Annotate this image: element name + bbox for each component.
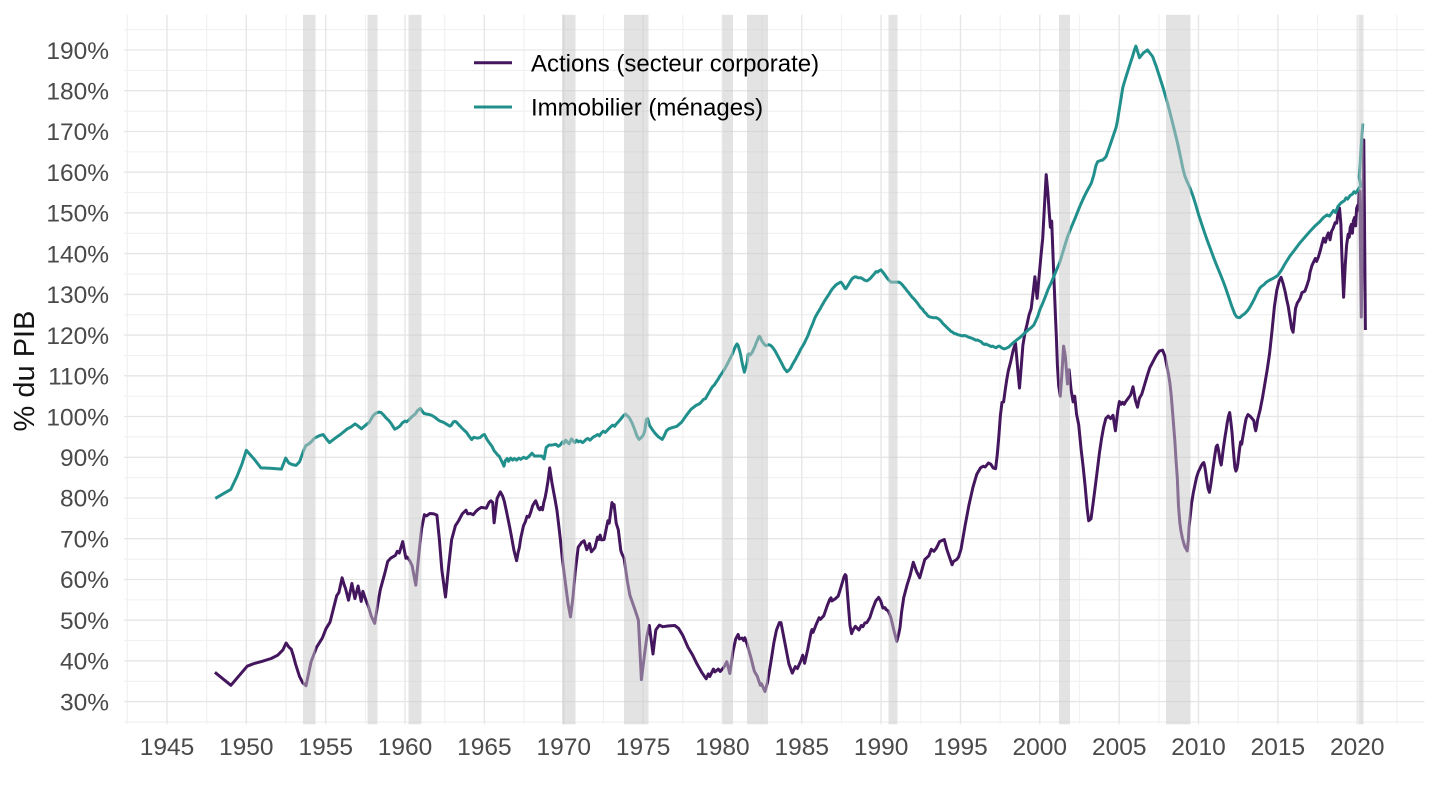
- svg-text:1945: 1945: [140, 734, 195, 761]
- svg-text:2005: 2005: [1092, 734, 1147, 761]
- svg-text:90%: 90%: [60, 445, 109, 472]
- svg-text:150%: 150%: [46, 201, 109, 228]
- svg-text:40%: 40%: [60, 649, 109, 676]
- svg-text:2010: 2010: [1171, 734, 1226, 761]
- svg-text:2015: 2015: [1251, 734, 1306, 761]
- svg-text:1970: 1970: [537, 734, 592, 761]
- svg-text:190%: 190%: [46, 38, 109, 65]
- svg-text:% du PIB: % du PIB: [9, 311, 41, 432]
- svg-text:180%: 180%: [46, 79, 109, 106]
- svg-text:1960: 1960: [378, 734, 433, 761]
- svg-text:Actions (secteur corporate): Actions (secteur corporate): [531, 50, 819, 77]
- svg-text:2000: 2000: [1013, 734, 1068, 761]
- svg-text:1995: 1995: [933, 734, 988, 761]
- svg-text:140%: 140%: [46, 241, 109, 268]
- svg-text:1950: 1950: [219, 734, 274, 761]
- svg-text:2020: 2020: [1330, 734, 1385, 761]
- svg-text:1985: 1985: [775, 734, 830, 761]
- svg-text:160%: 160%: [46, 160, 109, 187]
- svg-text:Immobilier (ménages): Immobilier (ménages): [531, 95, 763, 122]
- svg-text:70%: 70%: [60, 527, 109, 554]
- svg-text:50%: 50%: [60, 608, 109, 635]
- svg-text:120%: 120%: [46, 323, 109, 350]
- svg-text:110%: 110%: [48, 364, 109, 391]
- svg-text:30%: 30%: [60, 689, 109, 716]
- svg-text:170%: 170%: [46, 119, 109, 146]
- svg-text:1990: 1990: [854, 734, 909, 761]
- svg-text:100%: 100%: [46, 404, 109, 431]
- svg-text:1980: 1980: [695, 734, 750, 761]
- svg-text:1975: 1975: [616, 734, 671, 761]
- svg-text:1965: 1965: [457, 734, 512, 761]
- svg-text:60%: 60%: [60, 567, 109, 594]
- svg-text:1955: 1955: [298, 734, 353, 761]
- svg-text:130%: 130%: [46, 282, 109, 309]
- svg-text:80%: 80%: [60, 486, 109, 513]
